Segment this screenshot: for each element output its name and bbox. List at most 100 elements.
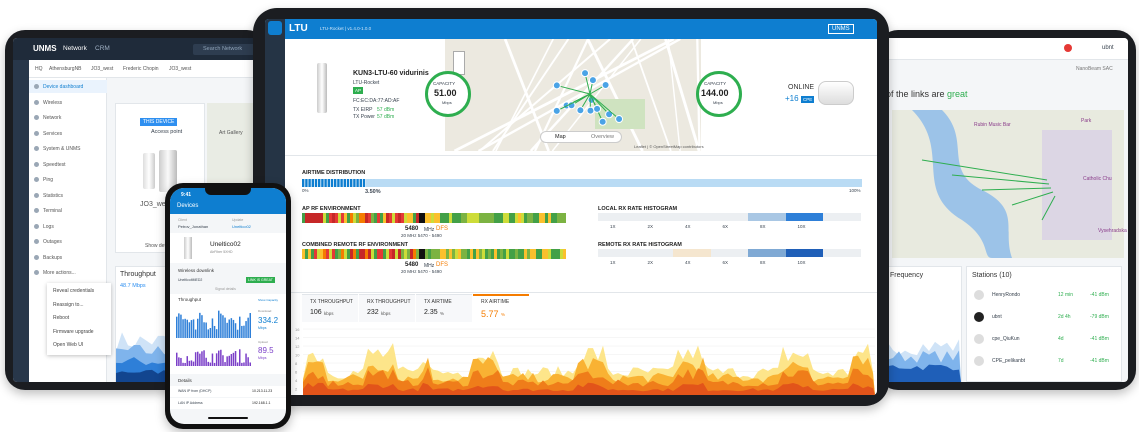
action-item[interactable]: Reboot <box>53 315 70 321</box>
up-bar <box>220 349 222 366</box>
nav-item[interactable]: CRM <box>95 45 110 52</box>
rf-cell <box>464 213 467 223</box>
breadcrumb[interactable]: JO3_west <box>169 66 192 72</box>
up-bar <box>247 357 249 366</box>
station-name[interactable]: HenryRondo <box>992 292 1021 298</box>
map-tab[interactable]: Map <box>555 134 566 140</box>
histogram-label: 10X <box>797 224 806 229</box>
down-bar <box>201 315 203 338</box>
menu-item[interactable]: Terminal <box>43 208 62 214</box>
menu-item[interactable]: Logs <box>43 223 54 230</box>
rf-cell <box>533 213 536 223</box>
search-box[interactable] <box>193 44 263 55</box>
rf-cell <box>497 213 500 223</box>
breadcrumb[interactable]: Frederic Chopin <box>123 66 159 72</box>
device-image <box>143 153 155 189</box>
station-name[interactable]: ubnt <box>992 314 1002 320</box>
tab-label[interactable]: TX AIRTIME <box>424 299 452 305</box>
rf-cell <box>458 213 461 223</box>
menu-item[interactable]: More actions... <box>43 270 76 276</box>
menu-item[interactable]: Backups <box>43 254 63 261</box>
rf-cell <box>368 249 371 259</box>
up-bar <box>186 356 188 366</box>
tab-value: 2.35 <box>424 309 438 316</box>
rf-cell <box>467 249 470 259</box>
search-placeholder: Search Network <box>203 46 243 52</box>
client-value: Petrov_Jonathan <box>178 224 209 229</box>
map-credit: Leaflet | © OpenStreetMap contributors <box>634 144 704 149</box>
rf-cell <box>485 213 488 223</box>
unms-button[interactable]: UNMS <box>828 24 854 34</box>
action-item[interactable]: Reassign to... <box>53 301 84 308</box>
station-name[interactable]: cpe_QiuKun <box>992 336 1020 342</box>
menu-item[interactable]: Outages <box>43 239 62 245</box>
station-name[interactable]: CPE_pelikanbt <box>992 358 1026 364</box>
rf-cell <box>356 213 359 223</box>
up-bar <box>180 357 182 366</box>
map-marker <box>598 117 607 126</box>
down-value: 334.2 <box>258 316 279 325</box>
rf-cell <box>317 249 320 259</box>
rf-cell <box>305 249 308 259</box>
airtime-slot <box>314 179 318 187</box>
metric-tab <box>416 294 472 322</box>
action-item[interactable]: Firmware upgrade <box>53 328 94 335</box>
tab-label[interactable]: TX THROUGHPUT <box>310 299 353 305</box>
menu-icon <box>34 146 39 151</box>
map-label: Catholic Chu <box>1083 176 1112 182</box>
rf-cell <box>446 213 449 223</box>
airtime-bar <box>302 179 862 187</box>
stations-card <box>966 266 1122 382</box>
breadcrumb[interactable]: JO3_west <box>91 66 114 72</box>
map-marker <box>586 106 595 115</box>
menu-icon <box>34 192 39 198</box>
signal-details-link[interactable]: Signal details <box>215 287 236 291</box>
notification-icon[interactable] <box>1064 44 1072 52</box>
tab-label[interactable]: RX THROUGHPUT <box>367 299 411 305</box>
tab-label[interactable]: RX AIRTIME <box>481 299 510 305</box>
rf-cell <box>467 213 470 223</box>
map-tab[interactable]: Overview <box>591 134 614 140</box>
menu-item[interactable]: Statistics <box>43 192 64 199</box>
menu-item[interactable]: Network <box>43 115 62 121</box>
histogram-cell <box>785 213 823 221</box>
back-button[interactable]: Devices <box>177 203 199 209</box>
menu-item[interactable]: Services <box>43 130 63 137</box>
action-item[interactable]: Reveal credentials <box>53 288 95 294</box>
up-bar <box>194 352 197 366</box>
rf-cell <box>407 249 410 259</box>
breadcrumb[interactable]: AthensburgNB <box>49 66 82 72</box>
rf-cell <box>350 249 353 259</box>
down-bar <box>211 318 214 338</box>
road <box>630 39 672 151</box>
top-bar <box>886 38 1128 60</box>
action-item[interactable]: Open Web UI <box>53 342 84 348</box>
headline-text: of the links are <box>886 89 948 99</box>
show-capacity-link[interactable]: Show Capacity <box>258 298 279 302</box>
down-bar <box>194 329 197 338</box>
rf-cell <box>464 249 467 259</box>
histogram-label: 2X <box>647 224 654 229</box>
breadcrumb[interactable]: HQ <box>35 66 43 72</box>
menu-item[interactable]: System & UNMS <box>43 146 81 152</box>
device-image <box>317 63 327 113</box>
rf-cell <box>320 249 323 259</box>
menu-item[interactable]: Speedtest <box>43 161 66 168</box>
airtime-max: 100% <box>849 188 861 193</box>
nav-item[interactable]: Network <box>63 45 87 52</box>
rf-cell <box>506 213 509 223</box>
up-bar <box>182 362 184 366</box>
tx-eirp-label: TX EIRP <box>353 107 373 113</box>
menu-item[interactable]: Device dashboard <box>43 84 84 90</box>
rf-cell <box>455 213 458 223</box>
show-details-link[interactable]: Show details <box>145 243 174 249</box>
tx-eirp: 57 dBm <box>377 107 395 113</box>
up-bar <box>184 362 186 366</box>
menu-item[interactable]: Ping <box>43 177 54 183</box>
user-name[interactable]: ubnt <box>1102 45 1114 51</box>
menu-item[interactable]: Wireless <box>43 99 63 106</box>
org-name: NanoBeam SAC <box>1076 66 1113 72</box>
tx-power: 57 dBm <box>377 114 395 120</box>
y-tick-label: 16 <box>295 327 300 332</box>
histogram-cell <box>673 249 711 257</box>
